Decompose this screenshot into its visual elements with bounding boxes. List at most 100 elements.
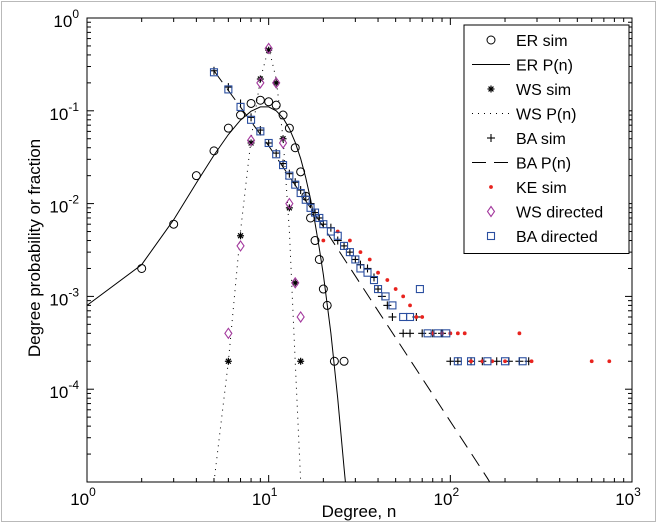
series-line-ws-p-n	[213, 47, 302, 482]
legend-item-er-sim: ER sim	[486, 33, 568, 50]
x-tick-label: 102	[434, 485, 460, 509]
legend-item-ws-sim: WS sim	[487, 82, 571, 99]
data-point-ba-sim	[345, 248, 354, 257]
data-point-ba-directed	[356, 264, 365, 273]
data-point-ws-directed	[246, 134, 256, 147]
axis-ticks: 100 101 102 103 10-4 10-3 10-2 10-1 100	[49, 7, 641, 509]
data-point-ws-directed	[264, 42, 273, 55]
data-point-ws-directed	[278, 137, 288, 149]
data-point-ba-directed	[423, 329, 432, 338]
data-point-ba-directed	[301, 195, 310, 204]
data-point-ba-directed	[264, 138, 273, 148]
data-point-ke-sim	[408, 303, 412, 308]
data-point-ba-directed	[442, 329, 451, 338]
data-point-ws-directed	[285, 197, 294, 210]
data-point-er-sim	[314, 254, 324, 264]
data-point-ba-directed	[433, 329, 442, 338]
data-point-ba-sim	[446, 357, 455, 366]
legend-label: ER sim	[516, 33, 568, 50]
data-point-er-sim	[191, 171, 201, 181]
data-point-ke-sim	[367, 257, 372, 262]
series-er-p-n	[87, 106, 346, 482]
series-ba-directed	[209, 68, 527, 366]
legend-label: WS sim	[516, 82, 571, 99]
data-point-ke-sim	[529, 359, 534, 364]
data-point-ba-sim	[388, 312, 397, 321]
data-point-ba-directed	[319, 220, 328, 229]
data-point-ke-sim	[335, 229, 340, 234]
data-point-ba-sim	[369, 273, 378, 282]
data-point-er-sim	[264, 97, 274, 107]
data-point-ba-sim	[363, 264, 372, 273]
series-layer	[87, 42, 612, 482]
data-point-er-sim	[318, 284, 328, 294]
data-point-ke-sim	[607, 359, 612, 364]
x-tick-label: 101	[252, 485, 278, 509]
legend-swatch	[486, 231, 496, 241]
data-point-ba-sim	[351, 255, 360, 264]
data-point-ba-directed	[369, 276, 379, 285]
series-ws-p-n	[213, 47, 302, 482]
legend-item-ws-directed: WS directed	[486, 205, 603, 222]
data-point-ke-sim	[385, 278, 390, 282]
data-point-ba-directed	[279, 161, 288, 170]
legend-label: KE sim	[516, 180, 567, 197]
series-ba-p-n	[213, 70, 491, 482]
data-point-ws-directed	[224, 327, 233, 340]
legend: ER sim ER P(n) WS sim WS P(n) BA sim BA P(n) K…	[463, 24, 630, 254]
data-point-ke-sim	[358, 250, 363, 255]
series-line-er-p-n	[87, 106, 346, 482]
data-point-ke-sim	[393, 287, 398, 291]
x-axis-label: Degree, n	[322, 502, 397, 521]
data-point-ba-directed	[224, 85, 233, 94]
legend-label: BA directed	[516, 229, 598, 246]
x-tick-label: 103	[615, 485, 641, 509]
y-tick-label: 10-1	[49, 100, 79, 124]
legend-swatch	[486, 35, 496, 45]
data-point-ws-directed	[272, 76, 281, 89]
legend-item-er-p-n: ER P(n)	[472, 58, 573, 75]
data-point-ke-sim	[455, 331, 460, 336]
legend-item-ws-p-n: WS P(n)	[472, 107, 576, 124]
data-point-er-sim	[310, 236, 320, 246]
legend-label: WS directed	[516, 205, 603, 222]
x-tick-label: 100	[70, 485, 96, 509]
data-point-ba-directed	[388, 301, 397, 310]
data-point-ba-directed	[381, 292, 390, 301]
data-point-ba-sim	[418, 329, 427, 338]
legend-item-ba-sim: BA sim	[487, 131, 566, 148]
data-point-ke-sim	[348, 238, 352, 243]
data-point-ws-directed	[291, 276, 300, 289]
series-line-ba-p-n	[213, 70, 491, 482]
legend-label: BA P(n)	[516, 156, 571, 173]
data-point-ba-directed	[272, 150, 281, 159]
data-point-ba-directed	[296, 188, 305, 198]
data-point-ba-directed	[326, 227, 335, 236]
data-point-er-sim	[278, 110, 288, 120]
data-point-ke-sim	[503, 359, 507, 364]
legend-item-ke-sim: KE sim	[489, 180, 567, 197]
data-point-ba-sim	[453, 357, 462, 366]
data-point-ba-sim	[374, 285, 383, 294]
data-point-ke-sim	[401, 294, 406, 299]
data-point-ba-directed	[310, 208, 320, 217]
data-point-ke-sim	[480, 359, 485, 364]
data-point-ws-sim	[237, 232, 245, 240]
data-point-ba-directed	[285, 171, 294, 180]
data-point-ba-directed	[306, 203, 315, 212]
data-point-er-sim	[255, 95, 265, 105]
y-axis-label: Degree probability or fraction	[25, 139, 44, 357]
data-point-ba-directed	[333, 231, 342, 240]
data-point-ba-directed	[291, 180, 300, 189]
data-point-ba-directed	[340, 241, 349, 250]
data-point-ba-directed	[363, 268, 372, 277]
data-point-ke-sim	[469, 359, 473, 364]
legend-swatch	[489, 185, 493, 189]
data-point-ba-directed	[415, 285, 424, 294]
legend-swatch	[486, 205, 496, 218]
data-point-er-sim	[284, 123, 294, 133]
data-point-ba-directed	[373, 285, 383, 294]
